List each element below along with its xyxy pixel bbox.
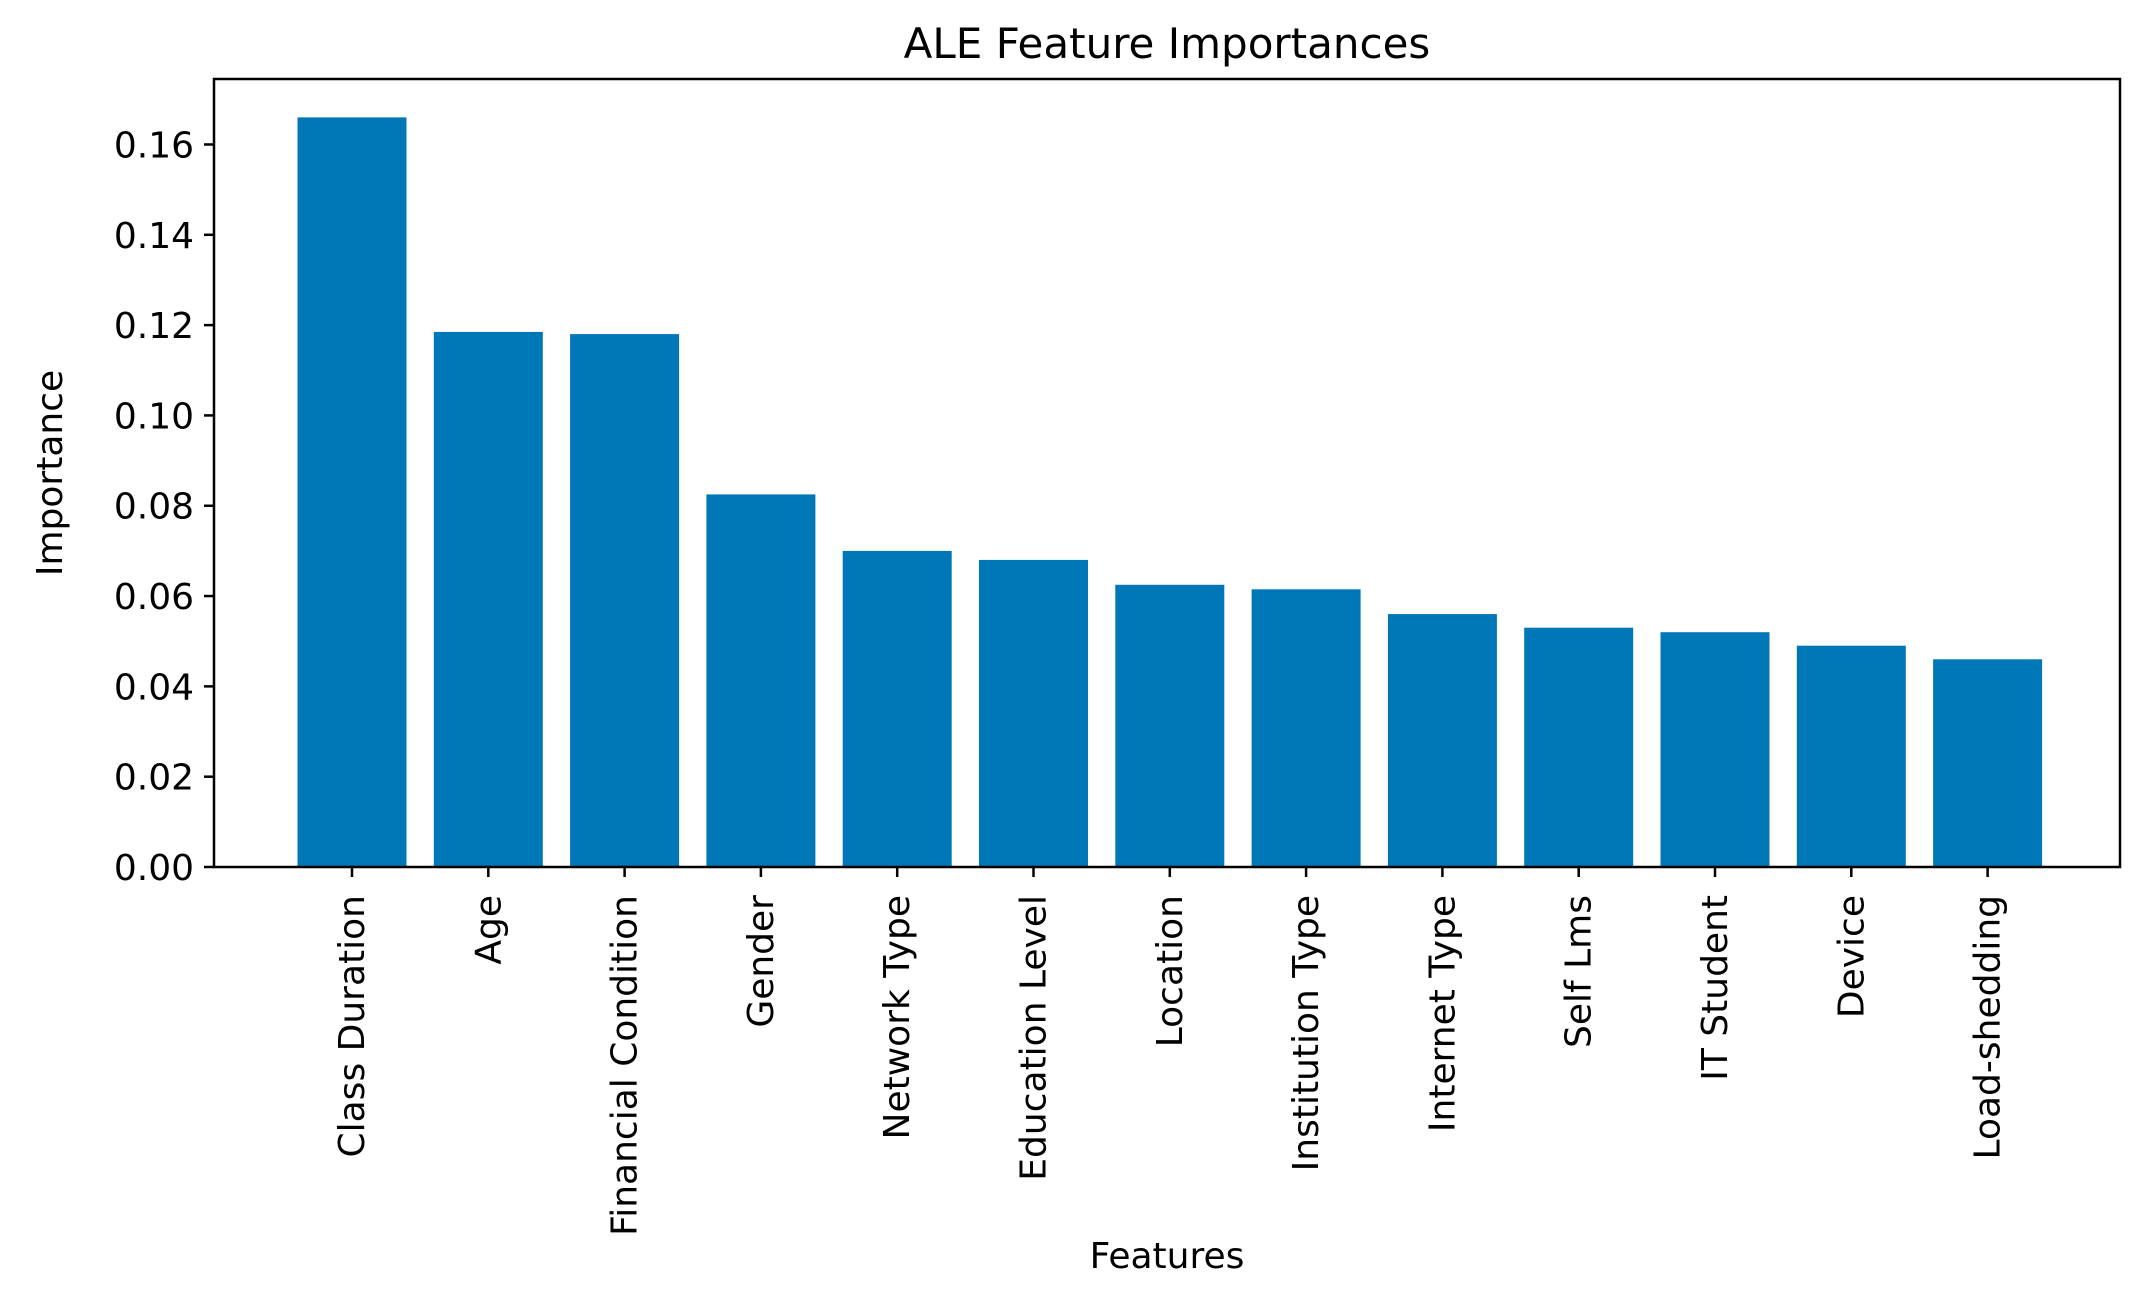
x-tick-label: Class Duration [332, 895, 373, 1158]
chart-title: ALE Feature Importances [904, 19, 1431, 68]
y-tick-label: 0.00 [114, 848, 194, 889]
y-tick-label: 0.06 [114, 577, 194, 618]
x-tick-label: Institution Type [1286, 895, 1327, 1171]
x-tick-label: Education Level [1014, 895, 1055, 1181]
x-tick-label: Device [1831, 895, 1872, 1018]
x-tick-label: Network Type [877, 895, 918, 1139]
y-tick-label: 0.16 [114, 125, 194, 166]
bar-institution-type [1251, 589, 1361, 867]
x-tick-label: Load-shedding [1968, 895, 2009, 1159]
y-tick-label: 0.02 [114, 758, 194, 799]
x-axis-label: Features [1090, 1236, 1245, 1277]
y-tick-label: 0.14 [114, 216, 194, 257]
x-axis: Class Duration Age Financial Condition Gend… [332, 867, 2009, 1236]
bar-gender [706, 494, 816, 867]
bar-self-lms [1524, 627, 1634, 867]
y-axis-label: Importance [30, 370, 71, 576]
x-tick-label: Location [1150, 895, 1191, 1047]
y-axis: 0.00 0.02 0.04 0.06 0.08 0.10 0.12 0.14 0.16 [114, 125, 214, 889]
y-tick-label: 0.10 [114, 396, 194, 437]
bar-class-duration [297, 117, 407, 867]
bars-group [297, 117, 2043, 868]
x-tick-label: Financial Condition [605, 895, 646, 1236]
x-tick-label: Age [468, 895, 509, 965]
bar-it-student [1660, 632, 1770, 867]
bar-education-level [979, 559, 1088, 867]
x-tick-label: Gender [741, 895, 782, 1028]
bar-network-type [842, 550, 952, 867]
bar-age [433, 331, 543, 867]
y-tick-label: 0.12 [114, 306, 194, 347]
bar-location [1115, 584, 1225, 867]
y-tick-label: 0.08 [114, 487, 194, 528]
x-tick-label: Self Lms [1559, 895, 1600, 1048]
bar-device [1796, 645, 1906, 867]
bar-load-shedding [1933, 659, 2043, 867]
bar-financial-condition [570, 334, 680, 868]
bar-internet-type [1387, 614, 1497, 867]
plot-area-frame [212, 77, 2122, 869]
y-tick-label: 0.04 [114, 667, 194, 708]
x-tick-label: IT Student [1695, 895, 1736, 1081]
x-tick-label: Internet Type [1422, 895, 1463, 1132]
